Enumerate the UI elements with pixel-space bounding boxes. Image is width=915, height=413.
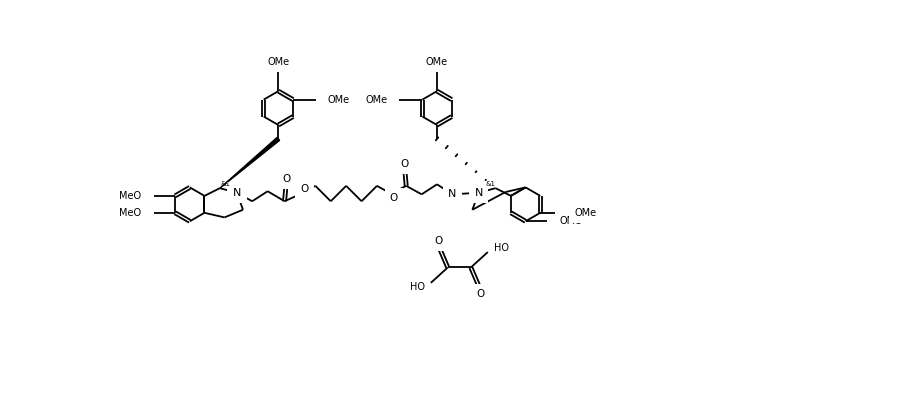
Text: HO: HO [494, 243, 509, 253]
Text: &1: &1 [221, 181, 231, 188]
Text: OMe: OMe [366, 95, 388, 104]
Text: N: N [448, 189, 457, 199]
Text: &1: &1 [485, 181, 495, 188]
Text: OMe: OMe [574, 208, 597, 218]
Text: N: N [474, 188, 483, 198]
Text: OMe: OMe [559, 216, 582, 226]
Text: MeO: MeO [119, 191, 141, 201]
Text: MeO: MeO [119, 208, 141, 218]
Text: O: O [300, 184, 308, 194]
Text: OMe: OMe [267, 57, 289, 67]
Text: HO: HO [410, 282, 425, 292]
Text: O: O [282, 174, 290, 184]
Text: O: O [435, 235, 443, 245]
Polygon shape [220, 138, 280, 188]
Text: OMe: OMe [426, 57, 448, 67]
Text: O: O [390, 193, 398, 203]
Text: O: O [401, 159, 409, 169]
Text: OMe: OMe [328, 95, 350, 104]
Text: N: N [232, 188, 241, 198]
Text: O: O [476, 290, 484, 299]
